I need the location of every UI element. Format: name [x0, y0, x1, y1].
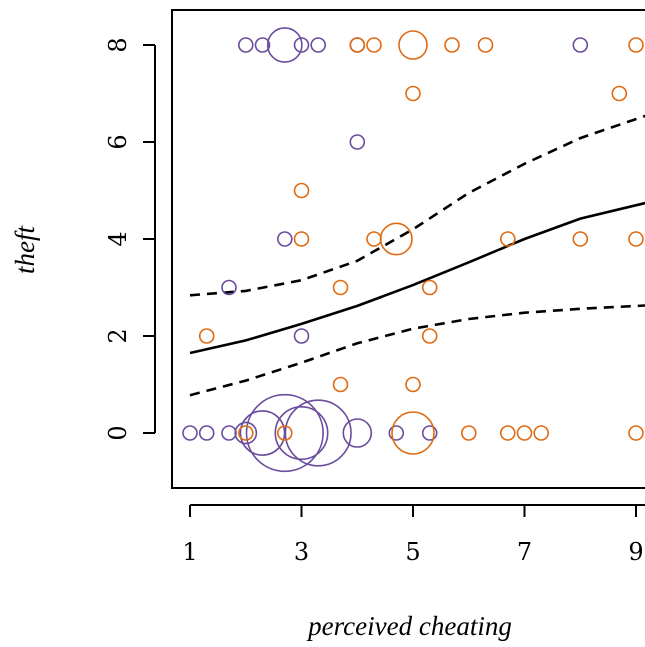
point-purple-21: [421, 425, 438, 441]
y-tick-label-8: 8: [104, 37, 132, 52]
point-orange-10: [366, 231, 382, 247]
point-orange-3: [444, 37, 460, 53]
point-purple-2: [266, 27, 303, 63]
point-orange-23: [391, 411, 435, 455]
x-tick-label-3: 3: [294, 538, 309, 566]
point-orange-4: [477, 37, 494, 53]
point-purple-14: [234, 421, 258, 445]
data-points: [182, 27, 644, 473]
point-orange-19: [332, 376, 349, 393]
point-purple-19: [342, 418, 373, 448]
point-purple-10: [293, 328, 310, 344]
y-tick-label-6: 6: [104, 134, 132, 149]
point-orange-22: [276, 425, 293, 441]
point-orange-8: [293, 182, 310, 199]
y-tick-label-2: 2: [104, 328, 132, 343]
point-purple-3: [293, 37, 310, 53]
point-orange-24: [460, 425, 477, 441]
point-purple-11: [182, 425, 198, 441]
point-orange-20: [405, 376, 421, 393]
x-tick-label-7: 7: [517, 538, 532, 566]
x-tick-label-5: 5: [405, 538, 420, 566]
point-orange-16: [421, 279, 438, 296]
point-purple-1: [254, 37, 271, 53]
confidence-band-line-1: [189, 114, 645, 297]
point-orange-0: [349, 37, 366, 53]
y-axis-title: theft: [10, 225, 40, 274]
fit-line-0: [189, 201, 645, 355]
point-orange-26: [516, 425, 533, 441]
x-tick-label-9: 9: [628, 538, 643, 566]
point-purple-9: [221, 279, 237, 296]
point-orange-6: [405, 85, 421, 102]
point-orange-13: [572, 231, 589, 247]
point-purple-13: [221, 425, 237, 441]
point-orange-15: [332, 279, 349, 296]
point-purple-16: [245, 393, 324, 473]
x-tick-label-1: 1: [182, 538, 197, 566]
point-orange-7: [611, 85, 628, 102]
confidence-band-line-2: [189, 304, 645, 397]
point-orange-12: [499, 231, 516, 247]
point-orange-21: [238, 425, 254, 441]
point-purple-17: [274, 405, 329, 460]
y-tick-label-4: 4: [104, 231, 132, 246]
point-orange-18: [421, 328, 438, 344]
point-purple-18: [284, 399, 352, 467]
y-tick-label-0: 0: [104, 425, 132, 440]
point-purple-20: [388, 425, 405, 441]
point-purple-8: [276, 231, 293, 247]
fit-lines: [189, 114, 645, 397]
point-orange-25: [499, 425, 516, 441]
point-orange-9: [293, 231, 310, 247]
point-orange-5: [628, 37, 644, 53]
axes: 1 3 5 7 9 0 2 4 6 8: [104, 37, 645, 566]
point-purple-7: [349, 134, 366, 150]
point-purple-15: [239, 410, 286, 456]
plot-area: [182, 27, 645, 473]
point-orange-27: [533, 425, 550, 441]
point-orange-2: [398, 30, 428, 60]
point-purple-12: [198, 425, 215, 441]
point-orange-1: [366, 37, 382, 53]
point-orange-28: [628, 425, 644, 441]
point-purple-6: [572, 37, 589, 53]
point-purple-4: [310, 37, 327, 53]
x-axis-title: perceived cheating: [306, 611, 512, 641]
point-orange-14: [628, 231, 644, 247]
point-orange-17: [198, 328, 215, 344]
point-orange-11: [379, 222, 413, 256]
plot-frame: [171, 9, 645, 489]
point-purple-0: [238, 37, 254, 53]
